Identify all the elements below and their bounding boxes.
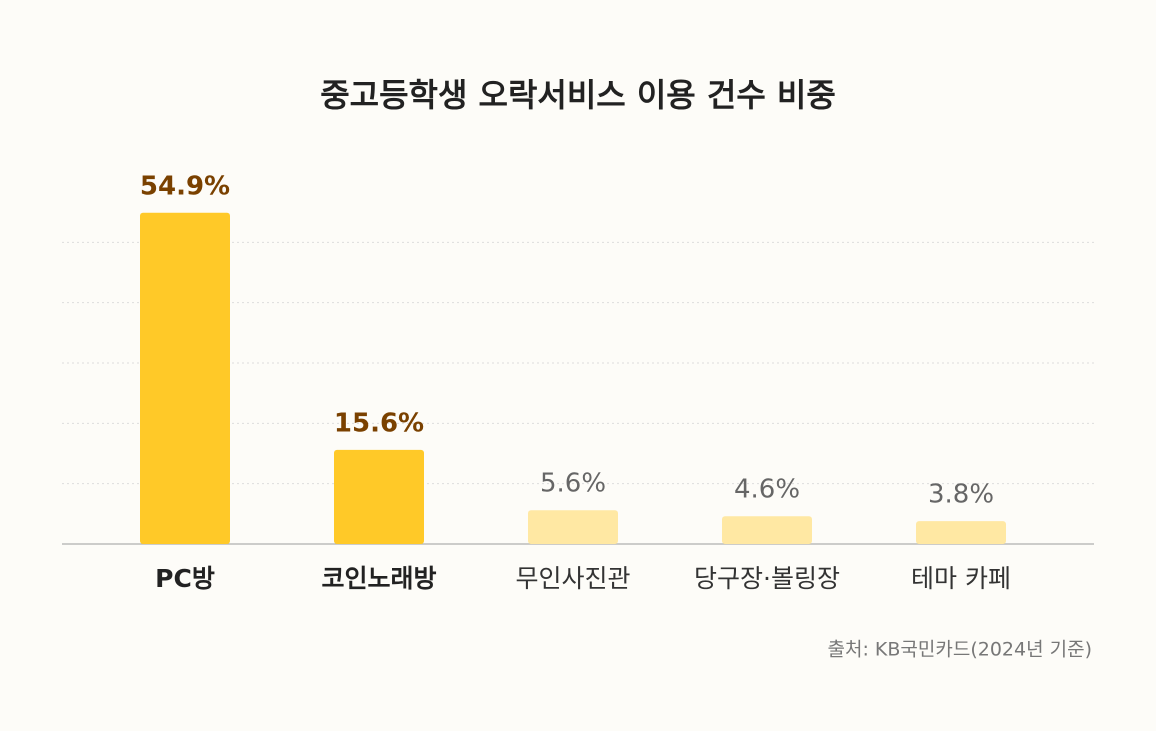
value-label: 15.6% <box>334 408 424 438</box>
bar <box>140 212 230 544</box>
value-label: 5.6% <box>540 469 606 499</box>
x-tick-label: PC방 <box>155 564 215 593</box>
source: 출처: KB국민카드(2024년 기준) <box>828 639 1092 661</box>
x-tick-label: 테마 카페 <box>911 564 1011 593</box>
chart-title: 중고등학생 오락서비스 이용 건수 비중 <box>320 76 836 114</box>
x-tick-label: 무인사진관 <box>515 564 630 593</box>
bar <box>528 510 618 544</box>
value-label: 54.9% <box>140 171 230 201</box>
value-label: 4.6% <box>734 475 800 505</box>
x-tick-label: 당구장·볼링장 <box>694 564 840 593</box>
bar <box>722 516 812 544</box>
bar <box>334 449 424 544</box>
bar <box>916 521 1006 544</box>
x-tick-label: 코인노래방 <box>321 564 436 593</box>
value-label: 3.8% <box>928 480 994 510</box>
